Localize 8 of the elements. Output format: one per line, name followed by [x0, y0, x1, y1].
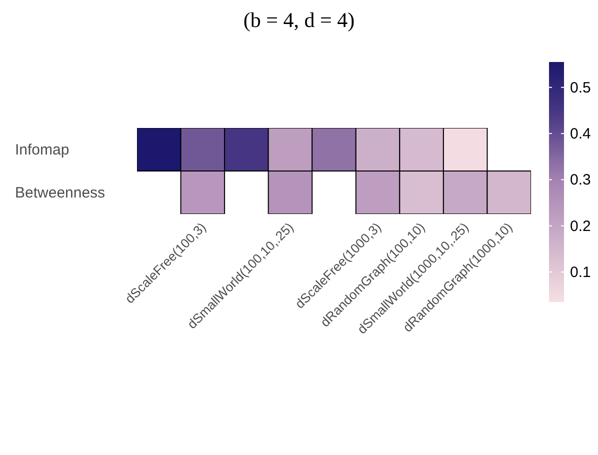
color-bar-label: 0.1 [570, 264, 591, 281]
color-bar-label: 0.3 [570, 172, 591, 189]
color-bar-label: 0.2 [570, 218, 591, 235]
y-tick-label: Betweenness [15, 184, 106, 202]
color-bar-label: 0.5 [570, 79, 591, 96]
color-bar-label: 0.4 [570, 126, 591, 143]
chart-title: (b = 4, d = 4) [242, 8, 356, 33]
y-tick-label: Infomap [15, 142, 70, 158]
